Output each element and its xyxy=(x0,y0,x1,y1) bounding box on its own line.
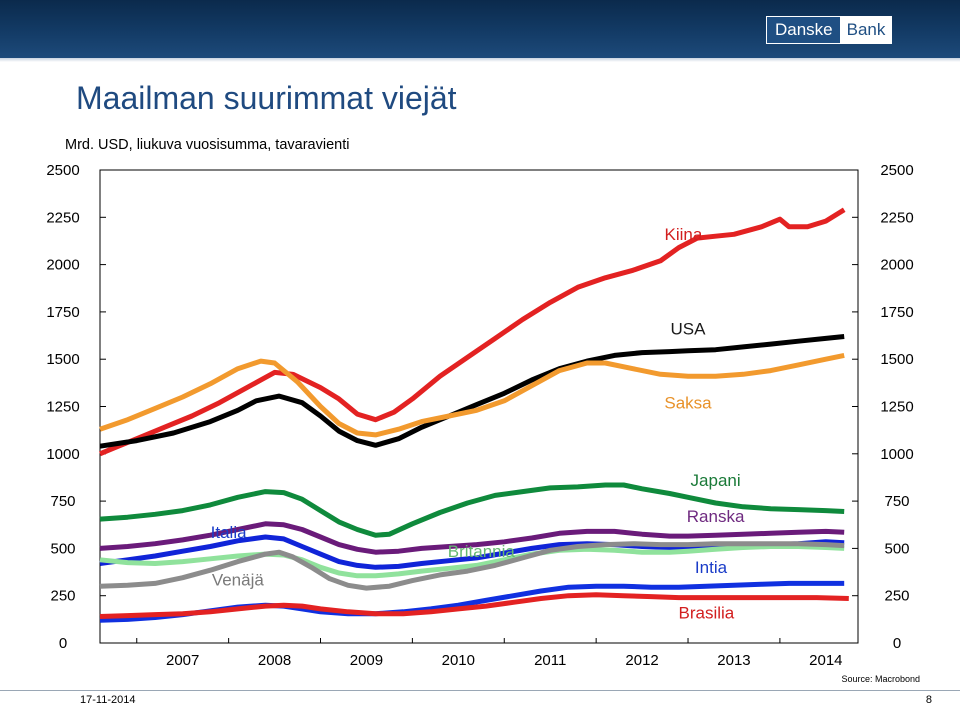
y-tick-label-left: 1000 xyxy=(46,446,79,463)
series-label-britannia: Britannia xyxy=(448,542,516,561)
series-line-japani xyxy=(99,482,845,538)
y-tick-label-left: 2500 xyxy=(46,162,79,179)
x-tick-label: 2007 xyxy=(166,652,199,669)
y-tick-label-right: 1750 xyxy=(880,304,913,321)
series-line-britannia xyxy=(99,544,845,579)
y-tick-label-left: 1250 xyxy=(46,399,79,416)
danske-bank-logo: Danske Bank xyxy=(766,16,893,44)
series-label-ranska: Ranska xyxy=(687,507,745,526)
y-tick-label-left: 250 xyxy=(50,588,75,605)
logo-text-right: Bank xyxy=(840,17,892,43)
y-tick-label-right: 1500 xyxy=(880,351,913,368)
logo-text-left: Danske xyxy=(767,17,841,43)
y-tick-label-right: 750 xyxy=(884,493,909,510)
y-tick-label-right: 500 xyxy=(884,540,909,557)
series-line-usa xyxy=(99,334,845,449)
x-tick-label: 2009 xyxy=(350,652,383,669)
series-line-kiina xyxy=(99,207,846,457)
x-tick-label: 2011 xyxy=(534,652,566,669)
page-title: Maailman suurimmat viejät xyxy=(76,80,457,116)
y-tick-label-right: 250 xyxy=(884,588,909,605)
x-tick-label: 2013 xyxy=(717,652,750,669)
series-label-japani: Japani xyxy=(691,471,741,490)
x-tick-label: 2010 xyxy=(442,652,475,669)
series-label-usa: USA xyxy=(671,320,707,339)
y-tick-label-left: 1750 xyxy=(46,304,79,321)
series-label-venäjä: Venäjä xyxy=(212,570,265,589)
y-tick-label-left: 750 xyxy=(50,493,75,510)
x-tick-label: 2014 xyxy=(809,652,842,669)
chart-source: Source: Macrobond xyxy=(841,674,920,684)
series-label-brasilia: Brasilia xyxy=(679,603,735,622)
footer-divider xyxy=(0,690,960,691)
series-line-brasilia xyxy=(99,592,849,619)
y-tick-label-left: 0 xyxy=(59,635,67,652)
series-label-saksa: Saksa xyxy=(664,393,712,412)
y-tick-label-right: 2000 xyxy=(880,257,913,274)
y-tick-label-left: 2000 xyxy=(46,257,79,274)
series-label-italia: Italia xyxy=(211,523,247,542)
y-tick-label-right: 1000 xyxy=(880,446,913,463)
series-label-intia: Intia xyxy=(695,558,728,577)
y-tick-label-left: 1500 xyxy=(46,351,79,368)
y-tick-label-left: 2250 xyxy=(46,209,79,226)
footer-date: 17-11-2014 xyxy=(80,694,136,706)
series-line-saksa xyxy=(99,352,845,438)
series-line-venäjä xyxy=(99,541,845,591)
series-line-ranska xyxy=(99,521,845,555)
y-tick-label-right: 2500 xyxy=(880,162,913,179)
series-label-kiina: Kiina xyxy=(665,225,703,244)
header-bar: Danske Bank xyxy=(0,0,960,62)
y-tick-label-right: 2250 xyxy=(880,209,913,226)
x-tick-label: 2008 xyxy=(258,652,291,669)
series-line-italia xyxy=(99,534,845,570)
x-tick-label: 2012 xyxy=(625,652,658,669)
y-tick-label-left: 500 xyxy=(50,540,75,557)
chart-subtitle: Mrd. USD, liukuva vuosisumma, tavaravien… xyxy=(65,137,350,153)
y-tick-label-right: 0 xyxy=(893,635,901,652)
page-number: 8 xyxy=(925,694,932,706)
y-tick-label-right: 1250 xyxy=(880,399,913,416)
